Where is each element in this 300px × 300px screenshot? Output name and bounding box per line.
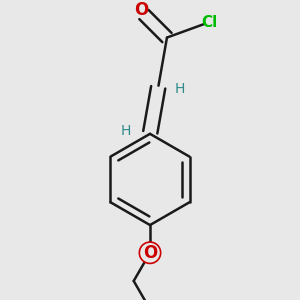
Text: H: H [175,82,185,96]
Text: O: O [143,244,157,262]
Text: Cl: Cl [202,15,218,30]
Text: H: H [120,124,131,138]
Text: O: O [134,1,149,19]
